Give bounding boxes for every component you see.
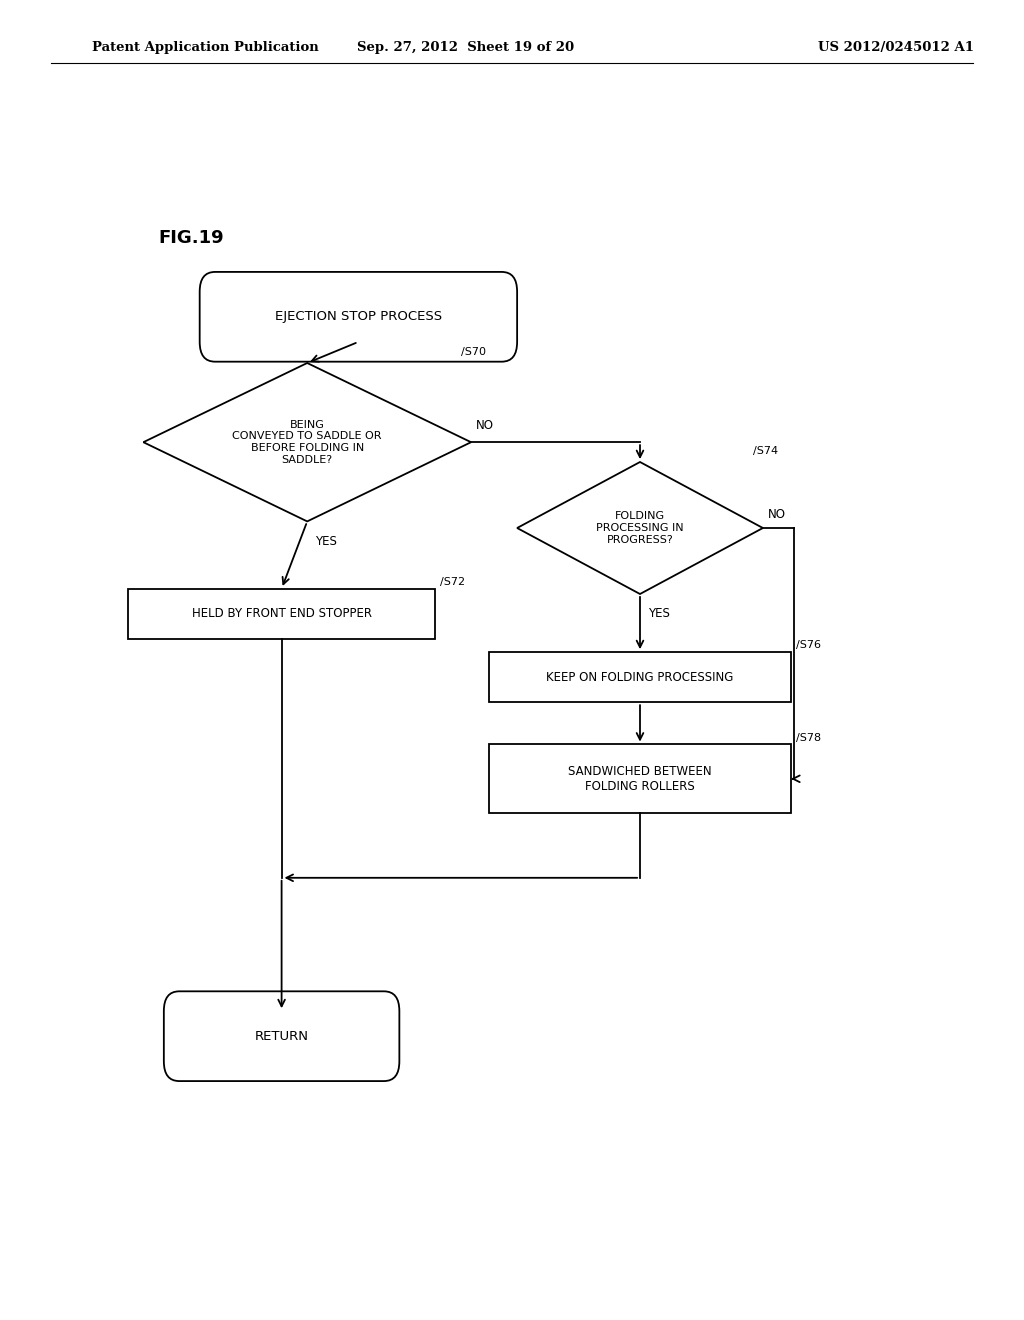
Text: ∕S72: ∕S72 — [440, 577, 466, 587]
Text: SANDWICHED BETWEEN
FOLDING ROLLERS: SANDWICHED BETWEEN FOLDING ROLLERS — [568, 764, 712, 793]
FancyBboxPatch shape — [200, 272, 517, 362]
Text: FIG.19: FIG.19 — [159, 228, 224, 247]
Text: Sep. 27, 2012  Sheet 19 of 20: Sep. 27, 2012 Sheet 19 of 20 — [357, 41, 574, 54]
Text: EJECTION STOP PROCESS: EJECTION STOP PROCESS — [274, 310, 442, 323]
Text: ∕S70: ∕S70 — [461, 347, 485, 358]
Bar — [128, 589, 435, 639]
Text: FOLDING
PROCESSING IN
PROGRESS?: FOLDING PROCESSING IN PROGRESS? — [596, 511, 684, 545]
Text: Patent Application Publication: Patent Application Publication — [92, 41, 318, 54]
Text: ∕S74: ∕S74 — [753, 446, 778, 457]
FancyBboxPatch shape — [164, 991, 399, 1081]
Text: ∕S76: ∕S76 — [797, 640, 821, 651]
Text: YES: YES — [648, 607, 670, 620]
Polygon shape — [143, 363, 471, 521]
Polygon shape — [517, 462, 763, 594]
Text: KEEP ON FOLDING PROCESSING: KEEP ON FOLDING PROCESSING — [547, 671, 733, 684]
Bar — [489, 744, 791, 813]
Text: RETURN: RETURN — [255, 1030, 308, 1043]
Text: YES: YES — [315, 535, 337, 548]
Bar — [489, 652, 791, 702]
Text: US 2012/0245012 A1: US 2012/0245012 A1 — [818, 41, 974, 54]
Text: NO: NO — [768, 508, 786, 521]
Text: HELD BY FRONT END STOPPER: HELD BY FRONT END STOPPER — [191, 607, 372, 620]
Text: BEING
CONVEYED TO SADDLE OR
BEFORE FOLDING IN
SADDLE?: BEING CONVEYED TO SADDLE OR BEFORE FOLDI… — [232, 420, 382, 465]
Text: NO: NO — [476, 418, 495, 432]
Text: ∕S78: ∕S78 — [797, 733, 821, 743]
